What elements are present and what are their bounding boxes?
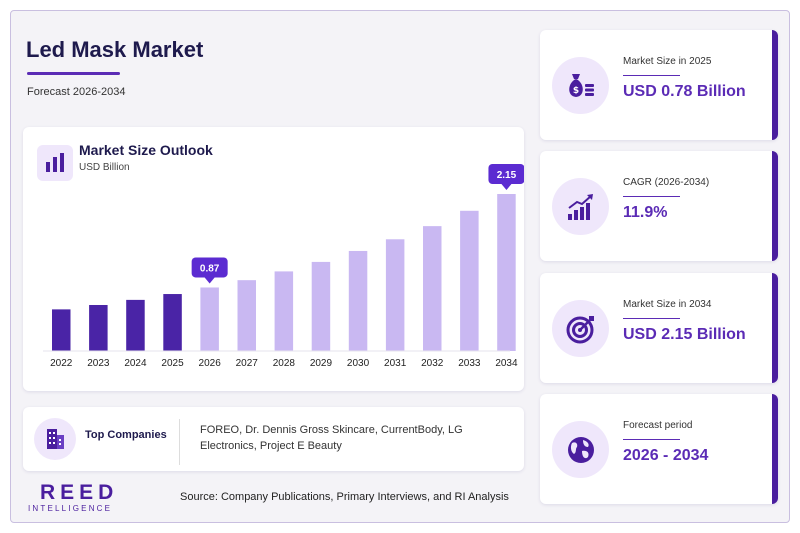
top-companies-card: Top Companies FOREO, Dr. Dennis Gross Sk… — [23, 407, 524, 471]
stat-card-cagr: CAGR (2026-2034) 11.9% — [540, 151, 778, 261]
chart-title: Market Size Outlook — [79, 142, 213, 158]
stat-label: Market Size in 2034 — [623, 299, 712, 310]
stat-value: 11.9% — [623, 204, 668, 221]
bar-2032 — [423, 226, 442, 351]
x-tick-label: 2027 — [236, 358, 259, 369]
globe-icon — [552, 421, 609, 478]
logo-tagline: INTELLIGENCE — [28, 504, 113, 513]
bar-chart-icon — [37, 145, 73, 181]
logo-wordmark: REED — [40, 481, 119, 504]
x-tick-label: 2026 — [199, 358, 222, 369]
chart-card: Market Size Outlook USD Billion 2022 2023… — [23, 127, 524, 391]
stat-divider — [623, 75, 680, 76]
source-note: Source: Company Publications, Primary In… — [180, 491, 509, 503]
stat-card-forecast-period: Forecast period 2026 - 2034 — [540, 394, 778, 504]
x-tick-label: 2023 — [87, 358, 110, 369]
x-tick-label: 2030 — [347, 358, 370, 369]
x-tick-label: 2028 — [273, 358, 296, 369]
data-label: 0.87 — [200, 263, 220, 274]
bar-2031 — [385, 239, 405, 351]
data-label: 2.15 — [497, 170, 517, 181]
svg-text:$: $ — [573, 86, 579, 96]
stat-label: CAGR (2026-2034) — [623, 177, 710, 188]
bar-chart: 2022 2023 2024 2025 2026 2027 2028 2029 2030 2031… — [43, 164, 524, 369]
x-tick-label: 2032 — [421, 358, 444, 369]
bar-2025 — [163, 294, 182, 351]
stat-card-market-size-2025: $ Market Size in 2025 USD 0.78 Billion — [540, 30, 778, 140]
bar-2034 — [497, 194, 516, 351]
x-tick-label: 2034 — [495, 358, 518, 369]
bar-2023 — [89, 304, 108, 351]
divider — [179, 419, 180, 465]
stat-label: Forecast period — [623, 420, 693, 431]
bar-2029 — [311, 261, 331, 351]
bar-2022 — [52, 309, 71, 351]
bar-2024 — [126, 299, 145, 351]
building-icon — [34, 418, 76, 460]
bar-2033 — [460, 210, 479, 351]
money-bag-icon: $ — [552, 57, 609, 114]
target-icon — [552, 300, 609, 357]
growth-chart-icon — [552, 178, 609, 235]
stat-value: USD 2.15 Billion — [623, 326, 746, 343]
bar-2026 — [200, 287, 219, 351]
stat-divider — [623, 196, 680, 197]
stat-divider — [623, 318, 680, 319]
stat-value: 2026 - 2034 — [623, 447, 709, 464]
stat-card-market-size-2034: Market Size in 2034 USD 2.15 Billion — [540, 273, 778, 383]
callout-2026: 0.87 — [191, 257, 228, 284]
stat-divider — [623, 439, 680, 440]
title-underline — [27, 72, 120, 75]
bar-2030 — [348, 250, 368, 351]
chart-unit: USD Billion — [79, 162, 130, 173]
stat-value: USD 0.78 Billion — [623, 83, 746, 100]
bar-2027 — [237, 280, 256, 351]
top-companies-list: FOREO, Dr. Dennis Gross Skincare, Curren… — [200, 424, 463, 452]
x-tick-label: 2031 — [384, 358, 407, 369]
page-subtitle: Forecast 2026-2034 — [27, 86, 126, 98]
x-tick-label: 2022 — [50, 358, 73, 369]
callout-2034: 2.15 — [488, 164, 524, 190]
bar-2028 — [274, 271, 294, 351]
x-tick-label: 2024 — [124, 358, 147, 369]
x-tick-label: 2029 — [310, 358, 333, 369]
x-tick-label: 2033 — [458, 358, 481, 369]
stat-label: Market Size in 2025 — [623, 56, 712, 67]
page-title: Led Mask Market — [26, 37, 204, 62]
top-companies-label: Top Companies — [85, 429, 167, 441]
x-tick-label: 2025 — [161, 358, 184, 369]
